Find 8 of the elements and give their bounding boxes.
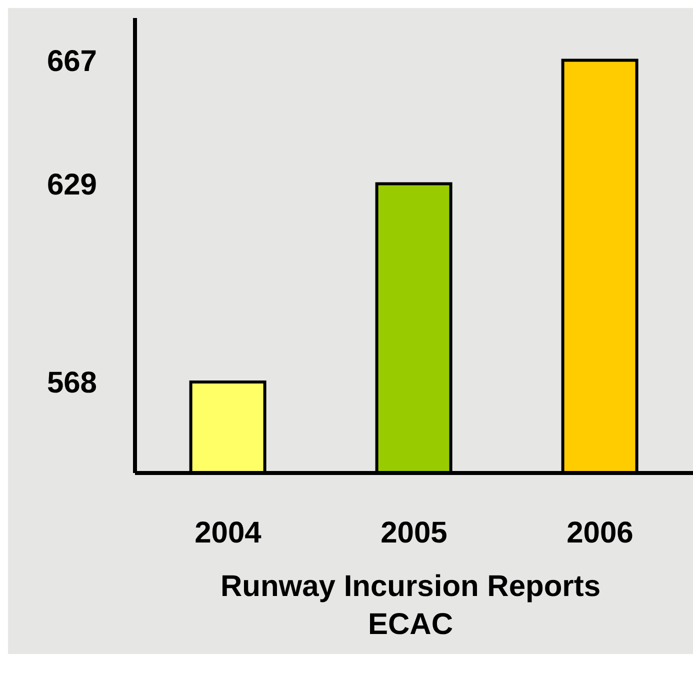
y-tick-label: 568 [46,366,97,400]
text: Runway Incursion Reports [219,569,602,605]
y-tick-label: 629 [46,168,97,202]
x-tick-label: 2004 [194,516,262,550]
x-tick-label: 2005 [380,516,448,550]
text: ECAC [366,607,454,643]
x-tick-label: 2006 [566,516,634,550]
y-tick-label: 667 [46,44,97,78]
